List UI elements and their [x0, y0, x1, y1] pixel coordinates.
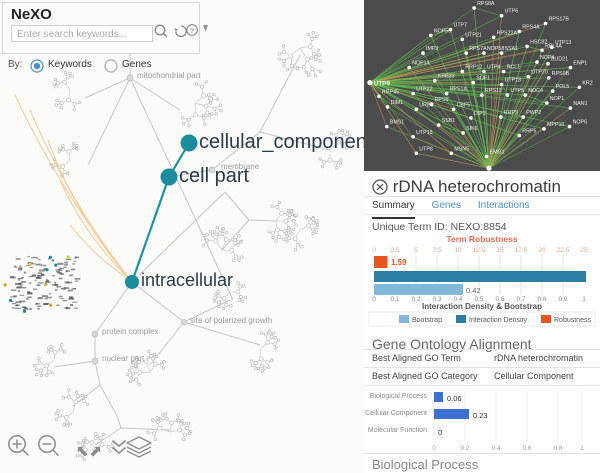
svg-text:BMS1: BMS1	[390, 120, 404, 126]
svg-text:0.6: 0.6	[522, 445, 531, 450]
svg-text:RPS7A: RPS7A	[469, 46, 487, 52]
svg-text:7.5: 7.5	[432, 247, 441, 254]
svg-text:15: 15	[496, 247, 504, 254]
svg-text:1: 1	[580, 445, 584, 450]
svg-text:2.5: 2.5	[390, 247, 399, 254]
svg-text:DIP2: DIP2	[474, 111, 486, 117]
svg-text:Cellular Component: Cellular Component	[365, 410, 427, 417]
svg-text:Biological Process: Biological Process	[370, 393, 428, 400]
svg-text:17.5: 17.5	[515, 247, 528, 254]
svg-text:NAN1: NAN1	[573, 101, 587, 107]
svg-text:25: 25	[580, 247, 588, 254]
svg-text:RRP45: RRP45	[382, 89, 399, 95]
svg-text:10: 10	[454, 247, 462, 254]
svg-text:UTP13: UTP13	[555, 40, 572, 46]
svg-text:UTP9: UTP9	[374, 81, 391, 88]
svg-text:NOP14: NOP14	[412, 61, 429, 67]
svg-text:Robustness: Robustness	[554, 317, 591, 324]
svg-text:DIM1: DIM1	[391, 100, 404, 106]
svg-text:0: 0	[372, 296, 376, 303]
svg-text:0.4: 0.4	[491, 445, 500, 450]
svg-text:RRP9: RRP9	[504, 110, 518, 116]
svg-text:MPP10: MPP10	[547, 122, 564, 128]
svg-text:UTP4: UTP4	[487, 65, 501, 71]
svg-text:RCL1: RCL1	[507, 65, 521, 71]
svg-text:NOC4: NOC4	[528, 88, 543, 94]
svg-text:RPS17B: RPS17B	[549, 17, 570, 23]
svg-text:0: 0	[438, 428, 442, 437]
svg-text:RRP12: RRP12	[465, 65, 482, 71]
svg-text:SSA1: SSA1	[505, 46, 519, 52]
svg-text:POL5: POL5	[556, 84, 570, 90]
svg-text:0.23: 0.23	[473, 411, 488, 420]
svg-text:RRP5: RRP5	[522, 129, 536, 135]
svg-text:20: 20	[538, 247, 546, 254]
svg-text:UTP8: UTP8	[419, 146, 433, 152]
svg-text:URB1: URB1	[419, 102, 433, 108]
svg-text:1: 1	[582, 296, 586, 303]
svg-text:Term Robustness: Term Robustness	[446, 234, 517, 244]
svg-text:NOP1: NOP1	[550, 96, 564, 102]
svg-text:RPS8A: RPS8A	[477, 1, 495, 7]
svg-text:NOP6: NOP6	[573, 120, 587, 126]
svg-text:Molecular Function: Molecular Function	[368, 427, 427, 434]
svg-text:SOF1: SOF1	[476, 76, 490, 82]
svg-text:Interaction Density: Interaction Density	[469, 317, 527, 324]
svg-text:KRE33: KRE33	[438, 74, 455, 80]
svg-text:RPS13: RPS13	[485, 88, 502, 94]
svg-text:RPS1A: RPS1A	[450, 87, 468, 93]
svg-text:UTP6: UTP6	[505, 9, 519, 15]
svg-text:IMP3: IMP3	[426, 46, 438, 52]
svg-text:Bootstrap: Bootstrap	[412, 317, 442, 324]
svg-text:0.9: 0.9	[558, 296, 567, 303]
svg-text:RPS5: RPS5	[435, 97, 449, 103]
svg-text:SSB1: SSB1	[442, 118, 456, 124]
svg-text:RPS22A: RPS22A	[497, 30, 518, 36]
svg-text:UTP21: UTP21	[465, 32, 482, 38]
svg-text:0.2: 0.2	[411, 296, 420, 303]
svg-text:PWP2: PWP2	[526, 110, 541, 116]
svg-text:UTP7: UTP7	[454, 23, 468, 29]
svg-text:RPS9B: RPS9B	[552, 71, 570, 77]
svg-text:5: 5	[414, 247, 418, 254]
svg-text:NOP56: NOP56	[434, 28, 451, 34]
svg-text:0: 0	[432, 445, 436, 450]
svg-text:0.06: 0.06	[447, 394, 462, 403]
svg-text:0: 0	[372, 247, 376, 254]
svg-text:CBF5: CBF5	[457, 102, 471, 108]
svg-text:ENP1: ENP1	[573, 61, 587, 67]
svg-text:BUD21: BUD21	[551, 57, 568, 63]
svg-text:0.2: 0.2	[460, 445, 469, 450]
svg-text:RPS4A: RPS4A	[522, 24, 540, 30]
svg-text:0.8: 0.8	[553, 445, 562, 450]
svg-text:KR2: KR2	[582, 80, 592, 86]
svg-text:22.5: 22.5	[557, 247, 570, 254]
svg-text:NOP58: NOP58	[487, 46, 504, 52]
svg-text:SIK6: SIK6	[466, 126, 478, 132]
svg-text:UTP22: UTP22	[416, 87, 433, 93]
svg-text:UTP20: UTP20	[531, 70, 548, 76]
svg-text:UTP18: UTP18	[505, 78, 522, 84]
svg-text:0.1: 0.1	[390, 296, 399, 303]
svg-text:12.5: 12.5	[473, 247, 486, 254]
svg-text:EMG1: EMG1	[490, 150, 505, 156]
svg-text:UTP15: UTP15	[416, 130, 433, 136]
svg-text:Interaction Density & Bootstra: Interaction Density & Bootstrap	[422, 302, 542, 311]
svg-text:1.59: 1.59	[391, 258, 407, 267]
svg-text:MSN5: MSN5	[454, 146, 469, 152]
svg-text:UTP5: UTP5	[511, 88, 525, 94]
svg-text:0.42: 0.42	[466, 286, 481, 295]
